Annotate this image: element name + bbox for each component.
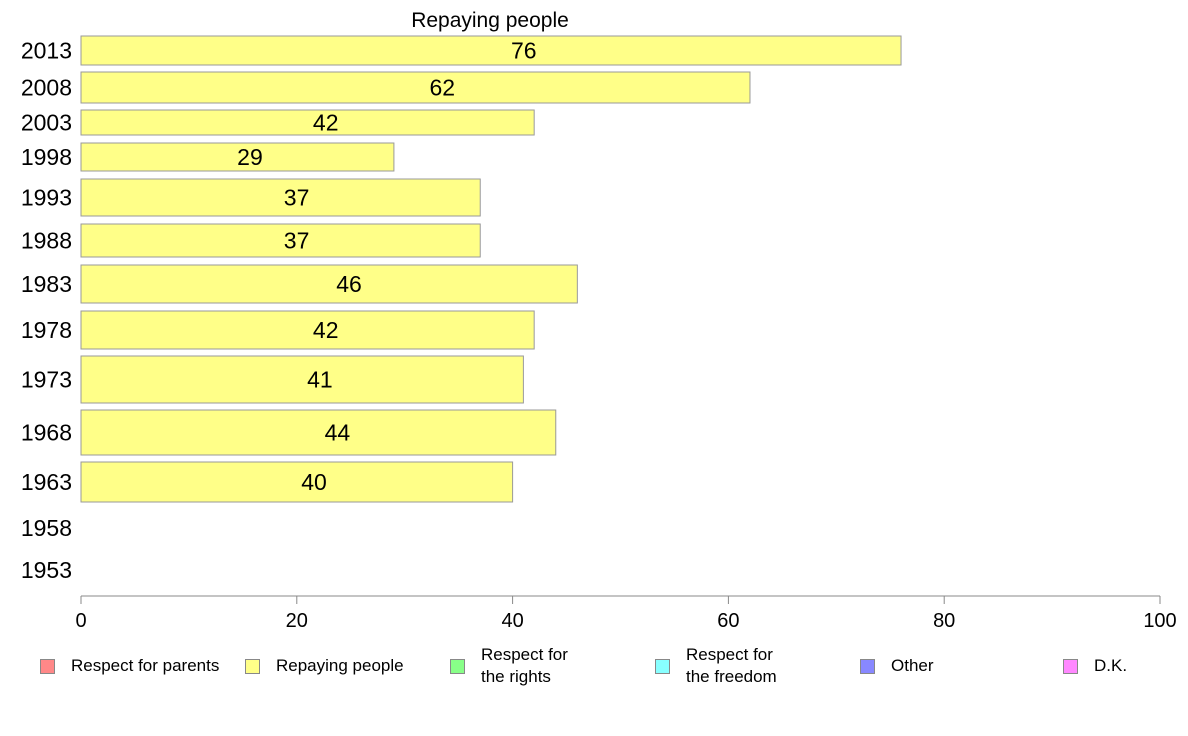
legend: Respect for parents Repaying people Respec… — [0, 644, 1188, 694]
legend-swatch — [40, 658, 55, 674]
legend-label: Respect for the rights — [481, 645, 568, 686]
year-label-1973: 1973 — [21, 367, 72, 393]
legend-item-2: Respect for the rights — [450, 644, 568, 688]
legend-item-1: Repaying people — [245, 655, 404, 677]
year-label-1968: 1968 — [21, 420, 72, 446]
data-label-2013: 76 — [511, 38, 537, 64]
year-label-1983: 1983 — [21, 271, 72, 297]
data-label-1963: 40 — [301, 469, 327, 495]
legend-item-4: Other — [860, 655, 934, 677]
legend-item-3: Respect for the freedom — [655, 644, 777, 688]
x-axis: 0 20 40 60 80 100 — [75, 595, 1177, 632]
year-label-1963: 1963 — [21, 469, 72, 495]
chart-title: Repaying people — [411, 9, 569, 32]
y-axis-labels: 2013 2008 2003 1998 1993 1988 1983 1978 1973 1968… — [21, 38, 72, 584]
bar-1993 — [80, 178, 481, 217]
bar-1988 — [80, 223, 481, 258]
year-label-2013: 2013 — [21, 38, 72, 64]
data-label-1993: 37 — [284, 185, 310, 211]
bar-2008 — [80, 71, 751, 104]
legend-swatch — [655, 658, 670, 674]
year-label-1958: 1958 — [21, 515, 72, 541]
legend-label: Repaying people — [276, 656, 404, 675]
legend-label: Other — [891, 656, 934, 675]
data-label-1998: 29 — [237, 144, 263, 170]
data-label-1968: 44 — [325, 420, 351, 446]
year-label-1998: 1998 — [21, 144, 72, 170]
year-label-1988: 1988 — [21, 228, 72, 254]
bar-1973 — [80, 355, 524, 404]
data-label-2008: 62 — [429, 75, 455, 101]
bar-2003 — [80, 109, 535, 136]
bars — [80, 35, 902, 503]
bar-1968 — [80, 409, 557, 456]
x-tick-label-20: 20 — [286, 610, 308, 632]
data-label-1988: 37 — [284, 228, 310, 254]
data-label-1978: 42 — [313, 317, 339, 343]
year-label-2003: 2003 — [21, 110, 72, 136]
legend-swatch — [1063, 658, 1078, 674]
bar-2013 — [80, 35, 902, 66]
bar-1978 — [80, 310, 535, 350]
legend-swatch — [860, 658, 875, 674]
legend-item-0: Respect for parents — [40, 655, 219, 677]
year-label-1953: 1953 — [21, 557, 72, 583]
legend-swatch — [245, 658, 260, 674]
x-tick-label-80: 80 — [933, 610, 955, 632]
x-tick-label-60: 60 — [717, 610, 739, 632]
x-tick-label-40: 40 — [501, 610, 523, 632]
legend-label: D.K. — [1094, 656, 1128, 675]
data-label-1983: 46 — [336, 271, 362, 297]
data-labels: 76 62 42 29 37 37 46 42 41 44 40 — [237, 38, 536, 496]
year-label-2008: 2008 — [21, 75, 72, 101]
legend-swatch — [450, 658, 465, 674]
data-label-2003: 42 — [313, 110, 339, 136]
x-tick-label-0: 0 — [75, 610, 86, 632]
bar-1963 — [80, 461, 514, 503]
year-label-1978: 1978 — [21, 317, 72, 343]
data-label-1973: 41 — [307, 367, 333, 393]
legend-label: Respect for the freedom — [686, 645, 777, 686]
year-label-1993: 1993 — [21, 185, 72, 211]
bar-1998 — [80, 142, 395, 172]
bar-1983 — [80, 264, 578, 304]
x-tick-label-100: 100 — [1143, 610, 1176, 632]
legend-label: Respect for parents — [71, 656, 220, 675]
legend-item-5: D.K. — [1063, 655, 1127, 677]
